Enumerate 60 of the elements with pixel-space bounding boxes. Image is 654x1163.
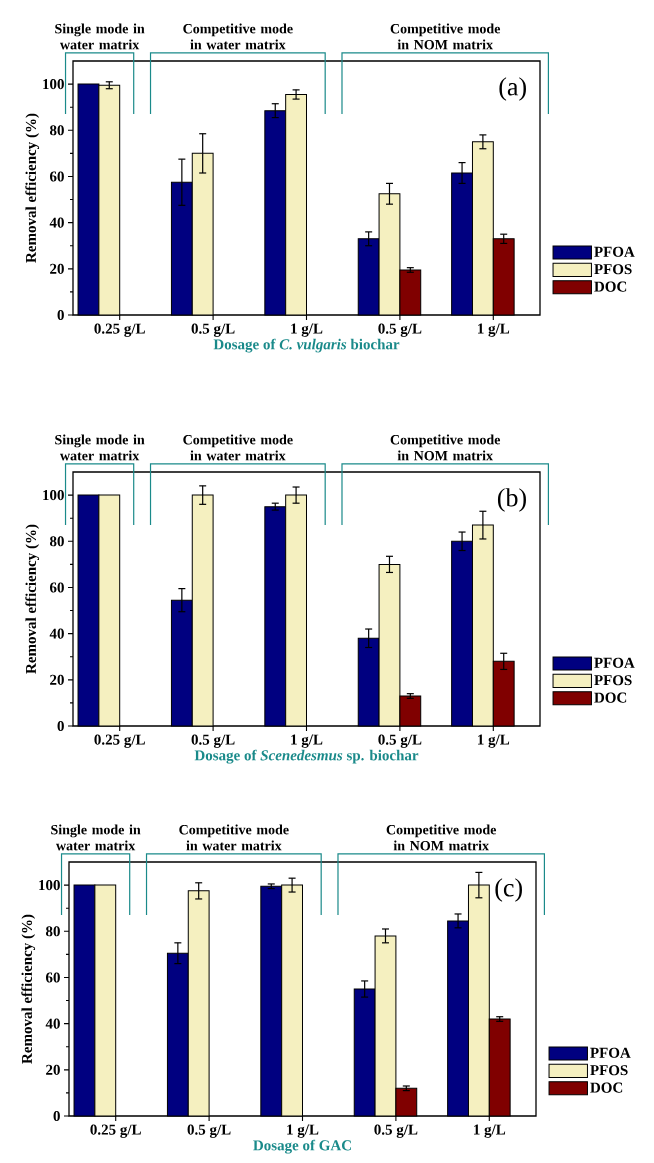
x-tick-label: 1 g/L (474, 1124, 506, 1138)
text: Competitive mode in water matrix (183, 23, 293, 50)
text: Single mode in water matrix (51, 824, 141, 851)
x-tick-label: 0.5 g/L (191, 323, 235, 337)
x-tick-label: 1 g/L (291, 734, 323, 748)
legend-label: PFOA (590, 1047, 631, 1058)
text: Competitive mode in NOM matrix (390, 23, 501, 50)
legend-label: DOC (594, 692, 627, 703)
y-tick-label: 80 (45, 926, 60, 937)
y-tick-label: 0 (57, 309, 64, 321)
text: Single mode in water matrix (55, 434, 145, 461)
annotation: (b) (497, 488, 526, 512)
legend-label: DOC (594, 281, 627, 292)
legend-label: PFOS (590, 1065, 628, 1076)
text: Single mode in water matrix (55, 23, 145, 50)
y-tick-label: 100 (43, 490, 64, 501)
y-tick-label: 60 (49, 582, 64, 593)
y-tick-label: 40 (49, 628, 64, 639)
text: Competitive mode in NOM matrix (390, 434, 501, 461)
y-tick-label: 60 (45, 972, 60, 983)
y-axis-title: Removal efficiency (%) (21, 914, 36, 1064)
y-tick-label: 40 (45, 1018, 60, 1029)
annotation: (a) (499, 77, 526, 101)
y-tick-label: 80 (49, 125, 64, 136)
y-tick-label: 0 (57, 720, 64, 732)
y-axis-title: Removal efficiency (%) (25, 524, 40, 674)
y-tick-label: 80 (49, 536, 64, 547)
y-tick-label: 100 (39, 880, 60, 891)
x-tick-label: 1 g/L (478, 323, 510, 337)
x-tick-label: 0.25 g/L (94, 323, 145, 337)
y-axis-title: Removal efficiency (%) (25, 113, 40, 263)
legend-label: DOC (590, 1082, 623, 1093)
legend-label: PFOA (594, 246, 635, 257)
legend-label: PFOS (594, 264, 632, 275)
x-tick-label: 1 g/L (478, 734, 510, 748)
text: Competitive mode in water matrix (179, 824, 289, 851)
y-tick-label: 100 (43, 79, 64, 90)
text: Competitive mode in water matrix (183, 434, 293, 461)
x-tick-label: 0.5 g/L (191, 734, 235, 748)
x-tick-label: 0.25 g/L (94, 734, 145, 748)
y-tick-label: 60 (49, 171, 64, 182)
x-axis-title: Dosage of C. vulgaris biochar (213, 338, 400, 353)
y-tick-label: 20 (50, 674, 64, 685)
x-tick-label: 1 g/L (291, 323, 323, 337)
x-tick-label: 0.5 g/L (187, 1124, 231, 1138)
legend-label: PFOA (594, 657, 635, 668)
x-tick-label: 1 g/L (287, 1124, 319, 1138)
x-tick-label: 0.25 g/L (90, 1124, 141, 1138)
x-axis-title: Dosage of Scenedesmus sp. biochar (194, 749, 419, 764)
text: Competitive mode in NOM matrix (386, 824, 497, 851)
x-tick-label: 0.5 g/L (378, 323, 422, 337)
x-tick-label: 0.5 g/L (378, 734, 422, 748)
legend-label: PFOS (594, 675, 632, 686)
y-tick-label: 40 (49, 217, 64, 228)
y-tick-label: 20 (46, 1064, 60, 1075)
annotation: (c) (495, 878, 522, 902)
x-tick-label: 0.5 g/L (374, 1124, 418, 1138)
x-axis-title: Dosage of GAC (253, 1139, 351, 1154)
y-tick-label: 0 (53, 1110, 60, 1122)
y-tick-label: 20 (50, 263, 64, 274)
